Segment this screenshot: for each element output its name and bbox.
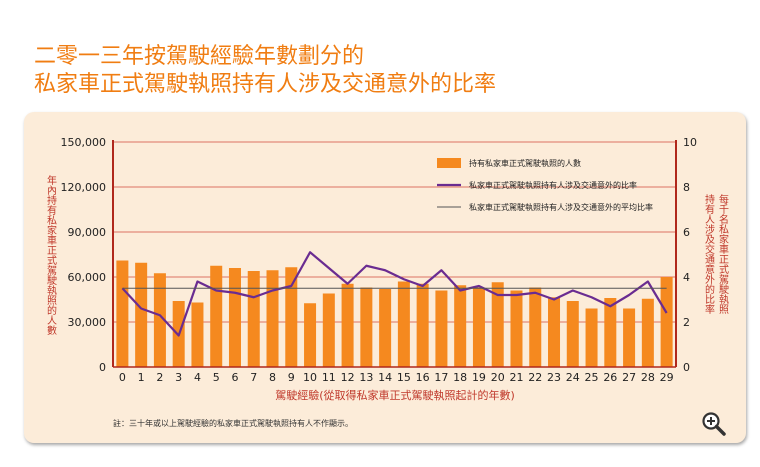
x-tick-label: 15 [397,371,411,384]
x-tick-label: 25 [585,371,599,384]
x-tick-label: 12 [341,371,355,384]
bar [116,260,129,367]
zoom-in-icon[interactable] [701,411,727,437]
bar [641,298,654,367]
y-tick-label-left: 90,000 [68,226,107,239]
legend-label: 持有私家車正式駕駛執照的人數 [469,158,581,168]
x-tick-label: 0 [119,371,126,384]
x-tick-label: 17 [434,371,448,384]
legend-label: 私家車正式駕駛執照持有人涉及交通意外的比率 [469,180,637,190]
bar [548,297,561,367]
x-tick-label: 13 [359,371,373,384]
y-tick-label-right: 6 [683,226,690,239]
y-tick-label-right: 10 [683,136,697,149]
x-tick-label: 3 [175,371,182,384]
bar [604,298,617,367]
bar [247,271,260,367]
bar [529,287,542,367]
bar [491,282,504,367]
bar [379,289,392,367]
gridlines [113,141,676,323]
bar [510,290,523,367]
x-tick-label: 16 [416,371,430,384]
x-axis-label: 駕駛經驗(從取得私家車正式駕駛執照起計的年數) [275,388,515,402]
x-tick-label: 20 [491,371,505,384]
x-tick-label: 1 [138,371,145,384]
x-tick-label: 27 [622,371,636,384]
bar [210,265,223,367]
legend-swatch-bar [437,158,461,168]
x-tick-label: 28 [641,371,655,384]
y-axis-label-left: 年內持有私家車正式駕駛執照的人數 [45,174,57,336]
y-tick-label-left: 120,000 [61,181,107,194]
axes [112,140,677,368]
legend: 持有私家車正式駕駛執照的人數私家車正式駕駛執照持有人涉及交通意外的比率私家車正式… [437,158,653,212]
y-tick-label-left: 0 [99,361,106,374]
bar [416,283,429,367]
y-axis-label-right-line-1: 每千名私家車正式駕駛執照 [717,193,729,315]
bar [585,308,598,367]
bar [623,308,636,367]
x-tick-label: 29 [660,371,674,384]
bar [266,270,279,367]
bar [341,283,354,367]
x-tick-label: 6 [231,371,238,384]
bar [397,281,410,367]
x-tick-label: 23 [547,371,561,384]
x-tick-label: 4 [194,371,201,384]
x-tick-label: 2 [156,371,163,384]
bar [566,301,579,367]
x-tick-label: 11 [322,371,336,384]
bar [360,287,373,367]
bar [454,285,467,367]
x-tick-label: 19 [472,371,486,384]
y-tick-label-right: 2 [683,316,690,329]
legend-label: 私家車正式駕駛執照持有人涉及交通意外的平均比率 [469,202,653,212]
bar [135,262,148,367]
y-tick-label-left: 30,000 [68,316,107,329]
x-tick-label: 24 [566,371,580,384]
x-tick-label: 18 [453,371,467,384]
x-tick-label: 8 [269,371,276,384]
x-tick-label: 22 [528,371,542,384]
x-tick-label: 21 [509,371,523,384]
footnote: 註：三十年或以上駕駛經驗的私家車正式駕駛執照持有人不作顯示。 [113,418,353,428]
bar-series [116,260,673,367]
y-tick-label-right: 0 [683,361,690,374]
bar [435,290,448,367]
y-tick-label-right: 8 [683,181,690,194]
tick-labels: 030,00060,00090,000120,000150,0000246810… [61,136,698,384]
x-tick-label: 7 [250,371,257,384]
bar [304,303,317,367]
bar [191,302,204,367]
bar [472,287,485,367]
x-tick-label: 10 [303,371,317,384]
y-tick-label-left: 150,000 [61,136,107,149]
x-tick-label: 5 [213,371,220,384]
line-series [121,251,668,337]
x-tick-label: 26 [603,371,617,384]
bar [322,293,335,367]
bar [285,267,298,367]
bar [228,268,241,367]
bar [660,277,673,367]
y-axis-label-right-line-2: 持有人涉及交通意外的比率 [703,193,715,315]
y-tick-label-right: 4 [683,271,690,284]
y-tick-label-left: 60,000 [68,271,107,284]
rate-line [121,251,668,337]
page-title-line-1: 二零一三年按駕駛經驗年數劃分的 [34,44,365,69]
x-tick-label: 14 [378,371,392,384]
x-tick-label: 9 [288,371,295,384]
page-title-line-2: 私家車正式駕駛執照持有人涉及交通意外的比率 [34,72,497,97]
bar [153,273,166,367]
